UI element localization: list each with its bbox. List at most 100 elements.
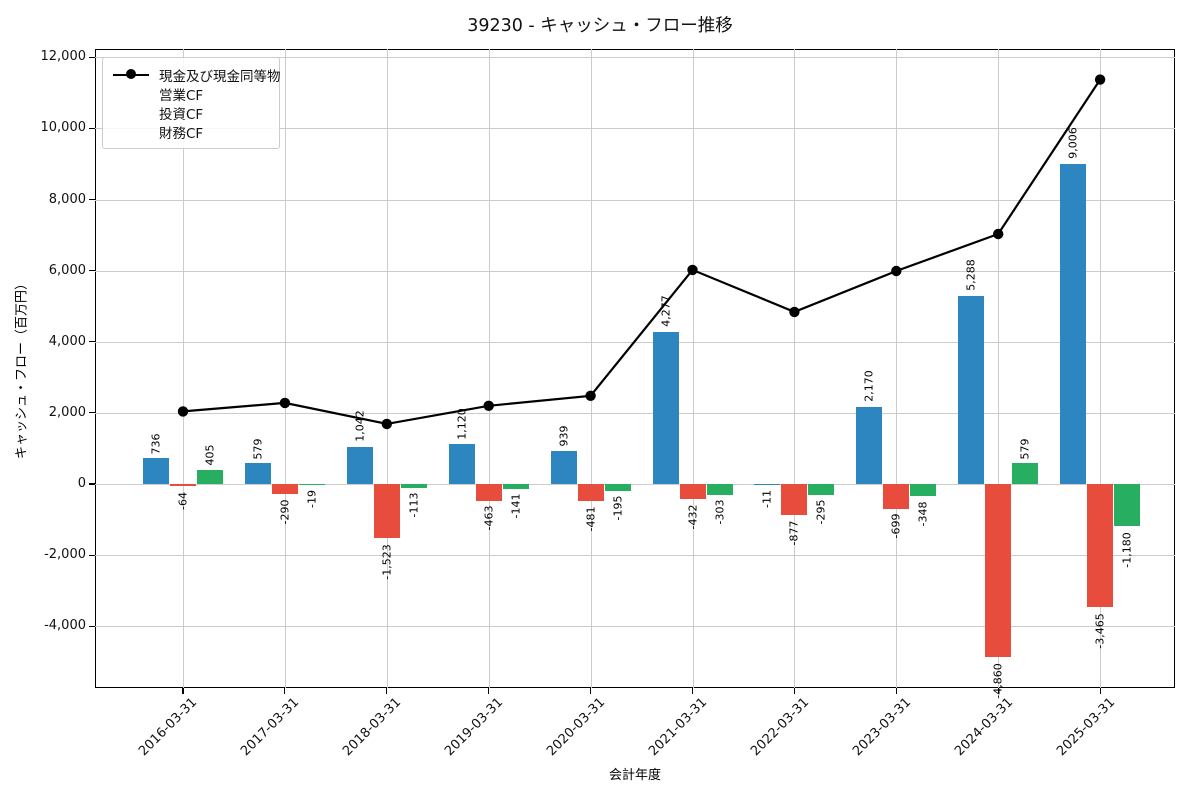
bar-operating-cf bbox=[1060, 163, 1087, 484]
bar-investing-cf bbox=[475, 484, 502, 501]
x-tick-label: 2019-03-31 bbox=[442, 695, 507, 760]
bar-financing-cf bbox=[298, 484, 325, 485]
grid-line-vertical bbox=[590, 49, 592, 688]
bar-value-label: -1,523 bbox=[380, 544, 394, 580]
y-tick-label: 8,000 bbox=[48, 191, 86, 207]
x-axis-tick bbox=[691, 688, 694, 694]
x-tick-label: 2025-03-31 bbox=[1053, 695, 1118, 760]
x-axis-tick bbox=[895, 688, 897, 694]
x-tick-label: 2022-03-31 bbox=[747, 695, 813, 760]
grid-line-horizontal bbox=[95, 626, 1175, 628]
y-axis-tick bbox=[89, 412, 95, 414]
x-tick-label: 2016-03-31 bbox=[136, 695, 201, 760]
x-axis-tick bbox=[590, 688, 592, 694]
bar-operating-cf bbox=[754, 484, 781, 485]
legend-item-financing-cf: 財務CF bbox=[113, 122, 269, 142]
bar-operating-cf bbox=[958, 295, 985, 484]
legend-label-operating-cf: 営業CF bbox=[159, 87, 204, 104]
bar-investing-cf bbox=[781, 484, 808, 516]
bar-financing-cf bbox=[706, 484, 733, 495]
x-axis-tick bbox=[488, 688, 490, 694]
y-tick-label: 2,000 bbox=[48, 404, 86, 420]
bar-value-label: 9,006 bbox=[1066, 127, 1080, 159]
y-axis-tick bbox=[89, 270, 95, 272]
bar-value-label: -295 bbox=[814, 499, 828, 525]
grid-line-vertical bbox=[896, 49, 898, 688]
bar-value-label: -432 bbox=[686, 504, 699, 530]
y-axis-tick bbox=[89, 198, 95, 201]
x-tick-label: 2024-03-31 bbox=[951, 695, 1016, 760]
y-axis-label: キャッシュ・フロー（百万円） bbox=[14, 276, 30, 460]
bar-investing-cf bbox=[577, 484, 604, 502]
bar-value-label: 2,170 bbox=[862, 370, 876, 403]
grid-line-horizontal bbox=[95, 57, 1175, 59]
bar-operating-cf bbox=[143, 457, 169, 484]
bar-financing-cf bbox=[808, 484, 835, 495]
y-tick-label: 10,000 bbox=[40, 120, 87, 136]
grid-line-horizontal bbox=[95, 484, 1175, 485]
y-tick-label: 0 bbox=[77, 476, 86, 491]
legend-swatch bbox=[113, 125, 149, 139]
grid-line-vertical bbox=[284, 49, 286, 688]
legend-item-investing-cf: 投資CF bbox=[113, 103, 269, 123]
x-axis-tick bbox=[997, 688, 999, 694]
bar-investing-cf bbox=[883, 484, 910, 509]
bar-value-label: 579 bbox=[251, 438, 265, 460]
legend-label-cash-equivalents: 現金及び現金同等物 bbox=[159, 68, 281, 85]
legend-swatch bbox=[113, 106, 149, 120]
y-tick-label: -2,000 bbox=[44, 547, 86, 563]
bar-financing-cf bbox=[197, 469, 223, 484]
bar-value-label: -113 bbox=[407, 492, 421, 518]
x-axis-tick bbox=[386, 688, 388, 694]
bar-value-label: -481 bbox=[584, 506, 598, 531]
bar-value-label: -141 bbox=[509, 493, 523, 519]
chart-title: 39230 - キャッシュ・フロー推移 bbox=[467, 16, 733, 36]
bar-value-label: 1,042 bbox=[353, 410, 367, 443]
grid-line-horizontal bbox=[95, 199, 1175, 201]
bar-investing-cf bbox=[679, 484, 706, 500]
legend-marker-dot bbox=[126, 68, 136, 79]
bar-operating-cf bbox=[346, 446, 373, 484]
x-tick-label: 2017-03-31 bbox=[238, 695, 303, 760]
bar-investing-cf bbox=[170, 484, 196, 487]
bar-value-label: -195 bbox=[611, 495, 625, 521]
y-axis-tick bbox=[89, 341, 95, 343]
y-tick-label: -4,000 bbox=[44, 618, 86, 634]
y-tick-label: 4,000 bbox=[48, 333, 86, 349]
bar-value-label: -19 bbox=[305, 490, 319, 508]
bar-investing-cf bbox=[1087, 484, 1114, 608]
grid-line-vertical bbox=[386, 49, 388, 688]
y-tick-label: 6,000 bbox=[48, 262, 86, 278]
bar-financing-cf bbox=[1114, 484, 1141, 526]
legend: 現金及び現金同等物 営業CF 投資CF 財務CF bbox=[102, 57, 281, 149]
bar-financing-cf bbox=[400, 484, 427, 488]
legend-line-sample bbox=[113, 68, 149, 82]
bar-value-label: -348 bbox=[916, 501, 930, 527]
bar-investing-cf bbox=[271, 484, 298, 495]
y-axis-tick bbox=[89, 56, 95, 58]
bar-investing-cf bbox=[985, 484, 1012, 657]
grid-line-horizontal bbox=[95, 270, 1175, 272]
bar-operating-cf bbox=[448, 444, 475, 484]
grid-line-horizontal bbox=[95, 341, 1175, 343]
grid-line-vertical bbox=[692, 49, 694, 688]
grid-line-vertical bbox=[488, 49, 490, 688]
bar-financing-cf bbox=[910, 484, 937, 497]
bar-operating-cf bbox=[244, 463, 271, 484]
legend-item-cash-equivalents: 現金及び現金同等物 bbox=[113, 65, 281, 85]
legend-swatch bbox=[113, 87, 149, 101]
bar-operating-cf bbox=[550, 450, 577, 484]
y-tick-label: 12,000 bbox=[40, 49, 87, 65]
y-axis-tick bbox=[89, 554, 95, 556]
bar-value-label: -877 bbox=[787, 520, 801, 546]
bar-value-label: 1,120 bbox=[455, 407, 469, 440]
y-axis-tick bbox=[89, 127, 95, 129]
bar-value-label: 579 bbox=[1018, 438, 1032, 460]
bar-value-label: 5,288 bbox=[964, 259, 978, 292]
legend-label-financing-cf: 財務CF bbox=[159, 125, 204, 142]
x-tick-label: 2021-03-31 bbox=[646, 695, 711, 760]
bar-value-label: 736 bbox=[149, 433, 163, 454]
bar-value-label: -303 bbox=[713, 499, 726, 525]
x-axis-tick bbox=[793, 688, 795, 694]
bar-value-label: -3,465 bbox=[1093, 613, 1107, 649]
